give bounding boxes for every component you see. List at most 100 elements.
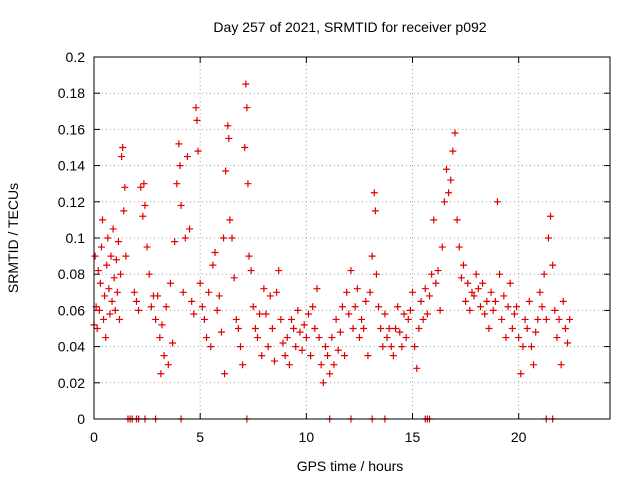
data-point (515, 334, 523, 342)
data-point (404, 315, 412, 323)
data-point (525, 297, 533, 305)
data-point (523, 325, 531, 332)
data-point (324, 352, 332, 360)
data-point (493, 198, 501, 206)
x-tick-label: 20 (511, 429, 527, 445)
y-tick-label: 0.1 (66, 230, 86, 246)
data-point (432, 279, 440, 287)
x-tick-label: 10 (299, 429, 315, 445)
data-point (205, 288, 213, 296)
data-point (239, 361, 247, 369)
data-point (183, 153, 191, 161)
y-tick-labels: 0 0.02 0.04 0.06 0.08 0.1 0.12 0.14 0.16 0.18 0.2 (58, 49, 85, 427)
data-point (368, 252, 376, 260)
data-point (173, 180, 181, 188)
data-point (487, 288, 495, 296)
data-point (258, 352, 266, 360)
data-point (119, 144, 127, 151)
data-point (317, 361, 325, 369)
data-point (302, 334, 310, 342)
data-point (112, 256, 120, 264)
data-point (538, 303, 546, 311)
data-point (130, 288, 138, 296)
data-point (152, 315, 160, 323)
data-point (372, 270, 380, 278)
data-point (542, 315, 550, 323)
data-point (555, 315, 563, 323)
data-point (270, 357, 278, 365)
data-point (171, 238, 179, 246)
data-point (341, 352, 349, 360)
data-point (479, 279, 487, 287)
data-point (160, 352, 168, 360)
data-point (309, 303, 317, 311)
data-point (196, 279, 204, 287)
data-point (534, 315, 542, 323)
data-point (483, 297, 491, 305)
data-point (157, 370, 165, 378)
data-point (186, 225, 194, 233)
data-point (262, 310, 270, 318)
data-point (358, 315, 366, 323)
data-point (459, 261, 467, 269)
data-point (147, 303, 155, 311)
data-point (476, 303, 484, 311)
data-point (254, 334, 262, 342)
data-point (304, 310, 312, 318)
data-point (447, 176, 455, 184)
data-point (544, 234, 552, 242)
data-point (222, 167, 230, 175)
data-point (290, 325, 298, 332)
data-point (118, 153, 126, 161)
data-point (521, 315, 529, 323)
data-point (232, 315, 240, 323)
data-point (277, 315, 285, 323)
data-point (474, 285, 482, 293)
data-point (198, 303, 206, 311)
data-point (313, 285, 321, 293)
chart-title: Day 257 of 2021, SRMTID for receiver p09… (213, 19, 486, 35)
data-point (564, 339, 572, 347)
data-point (527, 343, 535, 351)
y-axis-label: SRMTID / TECUs (5, 183, 21, 293)
data-point (156, 334, 164, 342)
data-point (428, 270, 436, 278)
y-tick-label: 0.16 (58, 121, 85, 137)
data-point (321, 343, 329, 351)
data-point (203, 334, 211, 342)
data-point (224, 122, 232, 130)
data-point (307, 352, 315, 360)
data-point (213, 306, 221, 314)
data-point (440, 198, 448, 206)
data-point (366, 288, 374, 296)
data-point (275, 267, 283, 275)
y-tick-label: 0 (77, 411, 85, 427)
data-point (434, 267, 442, 275)
data-point (402, 334, 410, 342)
data-point (413, 364, 421, 372)
data-point (426, 292, 434, 300)
data-point (281, 352, 289, 360)
data-point (220, 234, 228, 242)
data-point (455, 243, 463, 251)
y-tick-label: 0.14 (58, 158, 85, 174)
data-point (364, 352, 372, 360)
data-point (353, 285, 361, 293)
y-tick-label: 0.18 (58, 85, 85, 101)
data-point (559, 297, 567, 305)
data-point (221, 370, 229, 378)
data-point (506, 279, 514, 287)
data-point (104, 234, 112, 242)
data-point (207, 343, 215, 351)
y-tick-label: 0.2 (66, 49, 86, 65)
data-point (336, 328, 344, 336)
data-point (491, 297, 499, 305)
data-point (449, 147, 457, 155)
data-point (251, 325, 259, 332)
data-point (107, 252, 115, 260)
data-point (179, 288, 187, 296)
data-point (188, 297, 196, 305)
data-point (466, 306, 474, 314)
data-point (177, 201, 185, 209)
data-point (371, 207, 379, 215)
